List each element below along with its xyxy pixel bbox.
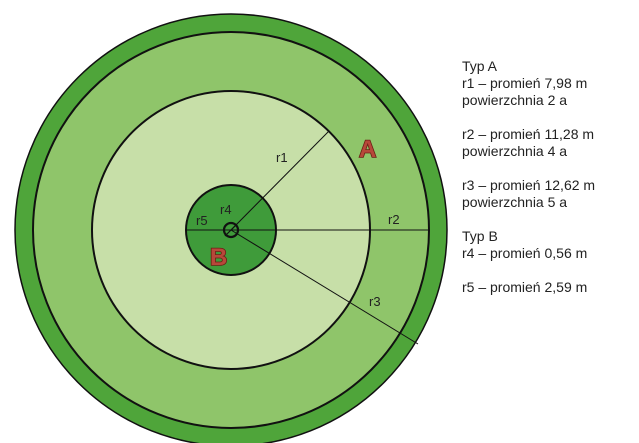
legend-group-r1: Typ A r1 – promień 7,98 m powierzchnia 2…: [462, 58, 638, 109]
legend-r1-radius: r1 – promień 7,98 m: [462, 75, 588, 91]
legend: Typ A r1 – promień 7,98 m powierzchnia 2…: [462, 58, 638, 313]
legend-group-r2: r2 – promień 11,28 m powierzchnia 4 a: [462, 126, 638, 160]
legend-r2-radius: r2 – promień 11,28 m: [462, 126, 595, 142]
legend-type-a-heading: Typ A: [462, 58, 498, 74]
label-r4: r4: [220, 202, 232, 217]
zone-a-label: A: [359, 136, 376, 163]
label-r1: r1: [276, 150, 288, 165]
legend-type-b-heading: Typ B: [462, 228, 498, 244]
legend-r3-area: powierzchnia 5 a: [462, 194, 568, 210]
legend-r5-radius: r5 – promień 2,59 m: [462, 279, 588, 295]
legend-r4-radius: r4 – promień 0,56 m: [462, 245, 588, 261]
label-r5: r5: [196, 213, 208, 228]
radius-line-r3: [230, 229, 419, 345]
legend-r2-area: powierzchnia 4 a: [462, 143, 568, 159]
label-r2: r2: [388, 212, 400, 227]
plot-circles-diagram: r1 r2 r3 r4 r5 A B: [14, 13, 448, 443]
radius-line-r1: [230, 130, 330, 231]
legend-group-r4: Typ B r4 – promień 0,56 m: [462, 228, 638, 262]
legend-r3-radius: r3 – promień 12,62 m: [462, 177, 596, 193]
legend-group-r5: r5 – promień 2,59 m: [462, 279, 638, 296]
label-r3: r3: [369, 294, 381, 309]
legend-group-r3: r3 – promień 12,62 m powierzchnia 5 a: [462, 177, 638, 211]
zone-b-label: B: [210, 244, 227, 271]
radius-line-r4: [224, 223, 238, 237]
legend-r1-area: powierzchnia 2 a: [462, 92, 568, 108]
